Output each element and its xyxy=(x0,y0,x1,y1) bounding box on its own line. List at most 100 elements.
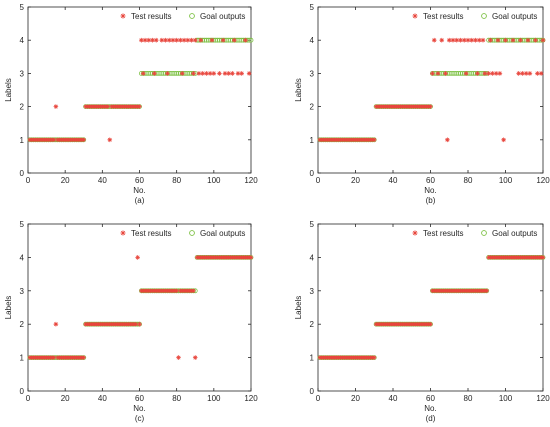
x-tick-label: 60 xyxy=(426,394,435,403)
x-tick-label: 60 xyxy=(426,176,435,185)
panel-caption: (d) xyxy=(426,414,436,423)
y-tick-label: 2 xyxy=(20,103,25,112)
test-result-point xyxy=(189,37,194,43)
test-result-point xyxy=(192,37,198,43)
x-tick-label: 120 xyxy=(536,176,550,185)
y-tick-label: 5 xyxy=(20,220,25,229)
x-axis-label: No. xyxy=(133,404,145,413)
test-result-point xyxy=(178,37,183,43)
test-result-point xyxy=(146,37,152,43)
y-tick-label: 4 xyxy=(20,253,25,262)
plot-frame xyxy=(317,6,544,174)
test-result-point xyxy=(166,37,172,43)
x-tick-label: 120 xyxy=(536,394,550,403)
x-tick-label: 40 xyxy=(389,176,398,185)
legend-goal-outputs: Goal outputs xyxy=(200,12,245,21)
chart-panel: 0 1 2 3 4 5 0 20 40 60 80 100 120 No. Labels (d) Test re… xyxy=(294,220,550,423)
test-result-point xyxy=(439,37,445,43)
x-tick-label: 40 xyxy=(389,394,398,403)
test-result-point xyxy=(488,37,493,43)
test-result-point xyxy=(412,230,418,236)
test-result-point xyxy=(165,71,170,76)
test-result-point xyxy=(473,37,478,43)
y-tick-label: 2 xyxy=(310,103,315,112)
x-tick-label: 100 xyxy=(207,176,221,185)
x-axis-label: No. xyxy=(133,186,145,195)
test-result-point xyxy=(239,71,245,76)
test-result-point xyxy=(540,37,546,43)
test-result-point xyxy=(231,37,237,43)
test-result-point xyxy=(220,37,226,43)
x-tick-label: 120 xyxy=(244,176,258,185)
test-result-point xyxy=(465,37,471,43)
chart-panel: 0 1 2 3 4 5 0 20 40 60 80 100 120 No. Labels (c) Test re… xyxy=(4,220,258,423)
y-tick-label: 5 xyxy=(20,3,25,12)
y-tick-label: 2 xyxy=(310,320,315,329)
test-result-point xyxy=(469,37,475,43)
test-result-point xyxy=(428,104,433,109)
test-result-point xyxy=(105,104,111,109)
test-result-point xyxy=(53,321,59,327)
x-tick-label: 80 xyxy=(464,176,473,185)
legend-goal-outputs: Goal outputs xyxy=(492,12,537,21)
y-tick-label: 3 xyxy=(310,69,315,78)
y-tick-label: 1 xyxy=(310,136,315,145)
test-result-point xyxy=(192,355,198,360)
test-result-point xyxy=(525,37,531,43)
y-tick-label: 2 xyxy=(20,320,25,329)
test-result-point xyxy=(191,288,196,293)
test-result-point xyxy=(51,137,57,142)
test-result-point xyxy=(510,37,516,43)
legend-test-results: Test results xyxy=(423,12,463,21)
test-result-point xyxy=(81,355,86,360)
x-tick-label: 20 xyxy=(351,176,360,185)
test-result-point xyxy=(174,288,179,293)
test-result-point xyxy=(246,71,252,76)
test-result-point xyxy=(196,71,202,76)
x-tick-label: 60 xyxy=(135,394,144,403)
y-tick-label: 4 xyxy=(310,253,315,262)
test-result-point xyxy=(518,37,523,43)
test-result-point xyxy=(198,37,204,43)
y-axis-label: Labels xyxy=(4,78,13,102)
plot-frame xyxy=(27,223,252,392)
test-result-point xyxy=(454,37,460,43)
x-tick-label: 0 xyxy=(316,394,321,403)
legend-test-results: Test results xyxy=(131,229,171,238)
test-result-point xyxy=(527,71,533,76)
panel-caption: (b) xyxy=(426,196,436,205)
y-tick-label: 0 xyxy=(310,387,315,396)
x-tick-label: 80 xyxy=(172,176,181,185)
test-result-point xyxy=(179,71,185,76)
test-result-point xyxy=(540,255,546,260)
y-tick-label: 1 xyxy=(20,136,25,145)
x-tick-label: 80 xyxy=(172,394,181,403)
test-result-point xyxy=(431,37,437,43)
test-result-point xyxy=(217,71,222,76)
test-result-point xyxy=(412,13,418,19)
legend-goal-outputs: Goal outputs xyxy=(200,229,245,238)
test-result-point xyxy=(120,230,126,236)
test-result-point xyxy=(185,37,191,43)
y-tick-label: 3 xyxy=(20,69,25,78)
plot-frame xyxy=(317,223,544,392)
test-result-point xyxy=(475,71,480,76)
test-result-point xyxy=(493,71,499,76)
test-result-point xyxy=(137,321,142,327)
test-result-point xyxy=(535,71,540,76)
test-result-point xyxy=(133,322,138,327)
test-result-point xyxy=(53,104,59,109)
test-result-point xyxy=(372,137,377,142)
test-result-point xyxy=(458,37,463,43)
test-result-point xyxy=(81,137,86,142)
y-tick-label: 3 xyxy=(20,287,25,296)
x-tick-label: 100 xyxy=(499,394,513,403)
test-result-point xyxy=(153,37,159,43)
test-result-point xyxy=(243,37,248,43)
test-result-point xyxy=(248,255,254,260)
test-result-point xyxy=(51,355,57,360)
test-result-point xyxy=(230,71,235,76)
test-result-point xyxy=(523,71,529,76)
test-result-point xyxy=(170,37,176,43)
test-result-point xyxy=(484,288,489,293)
